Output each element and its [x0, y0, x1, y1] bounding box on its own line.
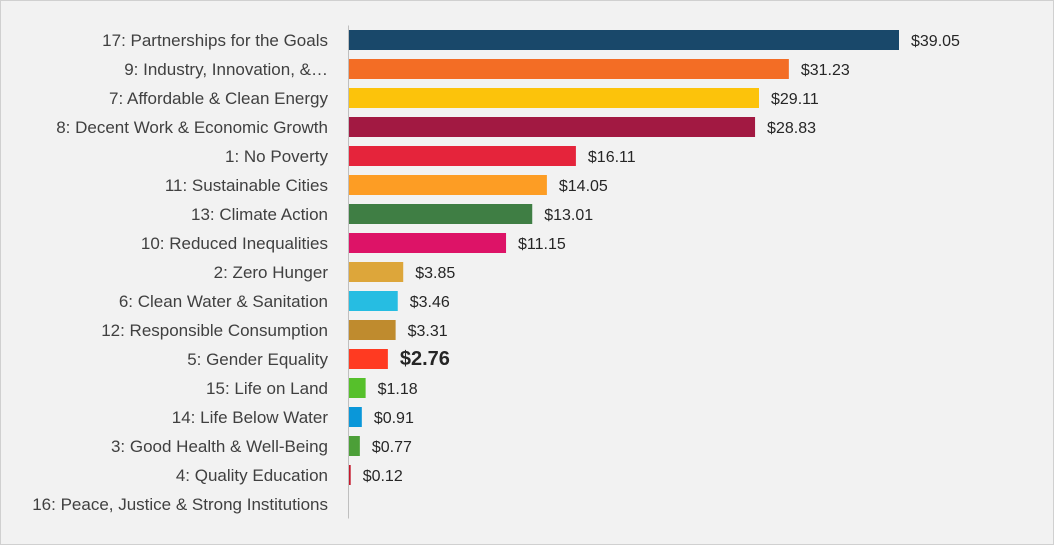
bar: [349, 465, 351, 485]
category-label: 17: Partnerships for the Goals: [102, 31, 328, 50]
category-label: 7: Affordable & Clean Energy: [109, 89, 328, 108]
bar: [349, 378, 366, 398]
data-label: $1.18: [378, 381, 418, 398]
category-label: 6: Clean Water & Sanitation: [119, 292, 328, 311]
bar: [349, 436, 360, 456]
data-label: $28.83: [767, 120, 816, 137]
category-label: 1: No Poverty: [225, 147, 328, 166]
data-label: $39.05: [911, 33, 960, 50]
bar: [349, 146, 576, 166]
category-label: 4: Quality Education: [176, 466, 328, 485]
bar: [349, 88, 759, 108]
category-label: 13: Climate Action: [191, 205, 328, 224]
bar: [349, 262, 404, 282]
data-label: $0.91: [374, 410, 414, 427]
data-label: $3.46: [410, 294, 450, 311]
bars-group: [349, 30, 899, 485]
bar: [349, 349, 388, 369]
data-label: $0.12: [363, 468, 403, 485]
category-labels-group: 17: Partnerships for the Goals 9: Industr…: [32, 31, 328, 514]
data-label: $13.01: [544, 207, 593, 224]
bar: [349, 117, 756, 137]
data-label: $3.85: [415, 265, 455, 282]
data-label: $14.05: [559, 178, 608, 195]
category-label: 5: Gender Equality: [187, 350, 328, 369]
bar: [349, 291, 398, 311]
bar: [349, 233, 507, 253]
category-label: 12: Responsible Consumption: [101, 321, 328, 340]
category-label: 8: Decent Work & Economic Growth: [56, 118, 328, 137]
data-label: $29.11: [771, 91, 819, 108]
data-label: $31.23: [801, 62, 850, 79]
bar: [349, 175, 547, 195]
bar: [349, 204, 533, 224]
data-label: $0.77: [372, 439, 412, 456]
value-labels-group: $39.05 $31.23 $29.11 $28.83 $16.11 $14.05 $13.…: [363, 33, 960, 485]
data-label: $3.31: [408, 323, 448, 340]
bar: [349, 30, 899, 50]
category-label: 9: Industry, Innovation, &…: [124, 60, 328, 79]
bar: [349, 59, 789, 79]
category-label: 3: Good Health & Well-Being: [111, 437, 328, 456]
data-label: $2.76: [400, 348, 450, 370]
category-label: 10: Reduced Inequalities: [141, 234, 328, 253]
category-label: 15: Life on Land: [206, 379, 328, 398]
bar: [349, 407, 362, 427]
category-label: 2: Zero Hunger: [214, 263, 329, 282]
category-label: 16: Peace, Justice & Strong Institutions: [32, 495, 328, 514]
bar: [349, 320, 396, 340]
data-label: $16.11: [588, 149, 636, 166]
category-label: 11: Sustainable Cities: [165, 176, 328, 195]
data-label: $11.15: [518, 236, 566, 253]
category-label: 14: Life Below Water: [172, 408, 329, 427]
